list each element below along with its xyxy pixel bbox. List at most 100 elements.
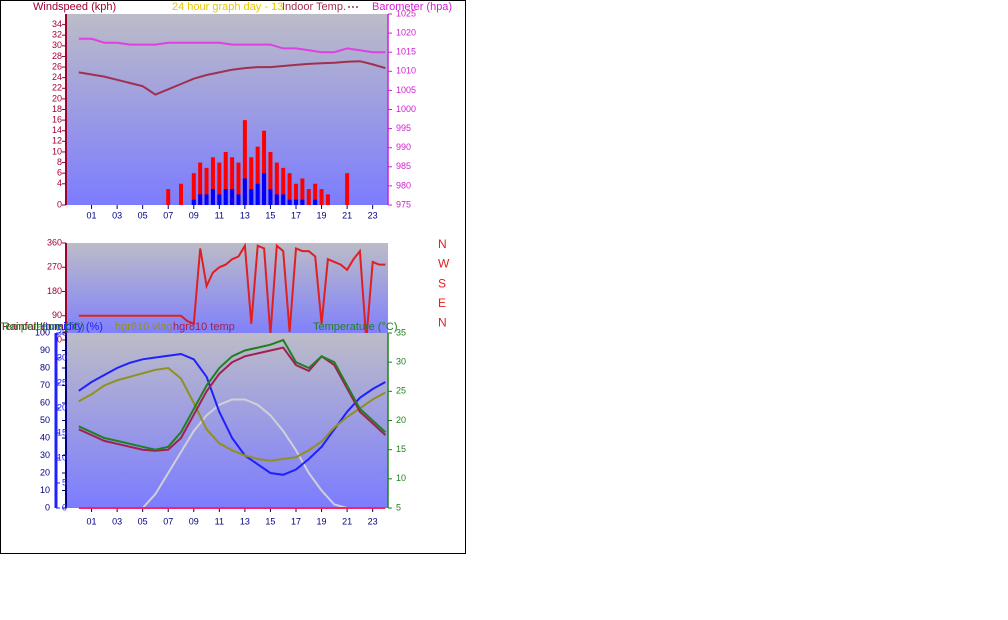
- y3-tick-label: 35: [57, 327, 67, 337]
- y-tick-label: 12: [52, 136, 62, 146]
- y2-tick-label: 975: [396, 199, 411, 209]
- bar: [281, 194, 286, 205]
- y-tick-label: 60: [40, 397, 50, 407]
- x-tick-label: 23: [368, 210, 378, 220]
- y-tick-label: 360: [47, 237, 62, 247]
- y-tick-label: 10: [40, 485, 50, 495]
- legend-label: hgr810 temp: [173, 321, 235, 333]
- y-tick-label: 80: [40, 362, 50, 372]
- series-line: [78, 242, 386, 341]
- bar: [236, 162, 241, 205]
- bar: [306, 189, 311, 205]
- x-tick-label: 13: [240, 210, 250, 220]
- x-tick-label: 15: [265, 516, 275, 526]
- bar: [210, 157, 215, 205]
- y2-tick-label: 10: [396, 473, 406, 483]
- y-tick-label: 50: [40, 415, 50, 425]
- x-tick-label: 23: [368, 516, 378, 526]
- bar: [249, 189, 254, 205]
- y-tick-label: 0: [45, 502, 50, 512]
- legend-label: Indoor Temp.: [282, 1, 346, 13]
- y-axis-label: Windspeed (kph): [33, 1, 116, 13]
- y-tick-label: 14: [52, 125, 62, 135]
- y2-tick-label: 20: [396, 415, 406, 425]
- y-tick-label: 28: [52, 51, 62, 61]
- x-tick-label: 11: [215, 516, 224, 526]
- y3-tick-label: 25: [57, 377, 67, 387]
- series-line: [78, 352, 386, 476]
- y2-tick-label: 985: [396, 161, 411, 171]
- x-tick-label: 05: [138, 516, 148, 526]
- y2-tick-label: 1020: [396, 27, 416, 37]
- series-line: [78, 37, 386, 54]
- y-tick-label: 10: [52, 146, 62, 156]
- y-tick-label: 20: [40, 467, 50, 477]
- bar: [179, 183, 183, 205]
- y-tick-label: 32: [52, 30, 62, 40]
- x-tick-label: 21: [342, 516, 352, 526]
- y-tick-label: 4: [57, 178, 62, 188]
- bar: [255, 183, 260, 205]
- y-tick-label: 6: [57, 168, 62, 178]
- y3-tick-label: 15: [57, 427, 67, 437]
- y-tick-label: 20: [52, 93, 62, 103]
- bar: [198, 162, 203, 205]
- y3-tick-label: 5: [62, 477, 67, 487]
- bar: [262, 173, 267, 205]
- y-tick-label: 70: [40, 380, 50, 390]
- legend-label: Humidity (%): [40, 321, 103, 333]
- bar: [345, 173, 350, 205]
- x-tick-label: 09: [189, 210, 199, 220]
- bar: [249, 157, 254, 205]
- y-tick-label: 0: [57, 199, 62, 209]
- y2-tick-label: 1005: [396, 85, 416, 95]
- x-tick-label: 19: [317, 210, 327, 220]
- y-axis-label: Rainfall (mm): [2, 321, 67, 333]
- chart-title: 24 hour graph day - 13: [172, 1, 283, 13]
- x-tick-label: 01: [87, 210, 97, 220]
- bar: [230, 157, 235, 205]
- y3-tick-label: 0: [62, 502, 67, 512]
- y3-tick-label: 20: [57, 402, 67, 412]
- y-tick-label: 180: [47, 286, 62, 296]
- y2-tick-label: 15: [396, 444, 406, 454]
- bar: [236, 194, 241, 205]
- bar: [230, 189, 235, 205]
- x-tick-label: 17: [291, 210, 301, 220]
- bar: [242, 178, 247, 205]
- x-tick-label: 07: [163, 210, 173, 220]
- bar: [325, 194, 330, 205]
- y2-axis-label: Temperature (°C): [313, 321, 397, 333]
- bar: [255, 146, 260, 205]
- series-line: [78, 60, 386, 96]
- y2-tick-label: 1025: [396, 8, 416, 18]
- bar: [294, 199, 298, 205]
- bar: [281, 167, 286, 205]
- bar: [300, 178, 305, 205]
- compass-label: E: [438, 296, 446, 310]
- x-tick-label: 09: [189, 516, 199, 526]
- bar: [166, 189, 171, 205]
- series-line: [78, 346, 387, 452]
- x-tick-label: 19: [317, 516, 327, 526]
- x-tick-label: 01: [87, 516, 97, 526]
- bar: [204, 194, 209, 205]
- y2-tick-label: 995: [396, 123, 411, 133]
- x-tick-label: 11: [215, 210, 224, 220]
- x-tick-label: 03: [112, 210, 122, 220]
- bar: [262, 130, 267, 205]
- y2-tick-label: 1010: [396, 66, 416, 76]
- bar: [268, 189, 273, 205]
- y2-axis-label: Barometer (hpa): [372, 1, 452, 13]
- bar: [300, 199, 305, 205]
- x-tick-label: 07: [163, 516, 173, 526]
- bar: [287, 199, 292, 205]
- bar: [223, 151, 228, 205]
- y3-tick-label: 10: [57, 452, 67, 462]
- bar: [313, 183, 318, 205]
- bar: [274, 162, 279, 205]
- bar: [319, 189, 324, 205]
- legend-label: hgr810 vlag: [115, 321, 173, 333]
